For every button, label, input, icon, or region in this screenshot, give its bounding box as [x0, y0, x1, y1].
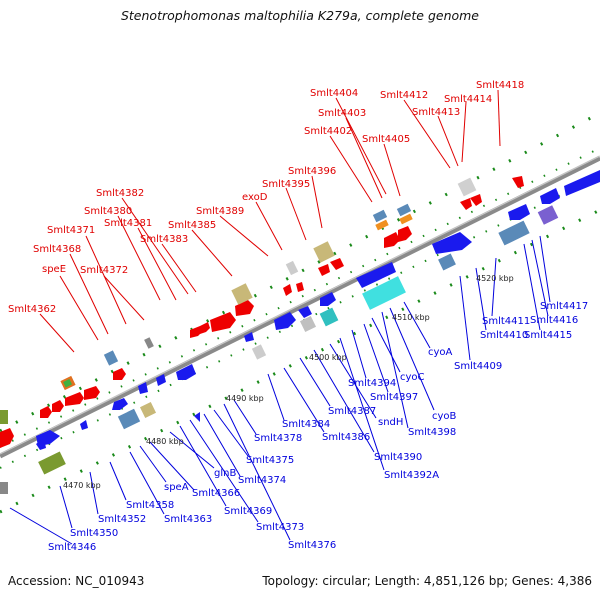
gene-label: Smlt4374	[238, 475, 286, 486]
gene-label: Smlt4386	[322, 432, 370, 443]
scale-label: 4500 kbp	[309, 353, 347, 362]
gene-label: Smlt4411	[482, 316, 530, 327]
gene-label: Smlt4409	[454, 361, 502, 372]
gene-label: speE	[42, 264, 66, 275]
gene-label: Smlt4382	[96, 188, 144, 199]
genome-backbone	[0, 155, 600, 459]
gene-label: Smlt4368	[33, 244, 81, 255]
gene-label: Smlt4384	[282, 419, 330, 430]
gene-label: Smlt4390	[374, 452, 422, 463]
gene-label: exoD	[242, 192, 268, 203]
scale-label: 4490 kbp	[226, 394, 264, 403]
gene-label: cyoC	[400, 372, 425, 383]
reverse-strand-misc-features	[0, 205, 559, 494]
gene-label: cyoA	[428, 347, 453, 358]
gene-label: Smlt4358	[126, 500, 174, 511]
gene-label: Smlt4376	[288, 540, 336, 551]
tick-row-outer-reverse	[0, 208, 600, 514]
gene-label: Smlt4375	[246, 455, 294, 466]
forward-strand-misc-features	[60, 177, 477, 391]
gene-label: Smlt4412	[380, 90, 428, 101]
accession-text: Accession: NC_010943	[8, 574, 145, 588]
gene-label: Smlt4369	[224, 506, 272, 517]
genome-backbone-highlight	[0, 155, 600, 455]
gene-label: Smlt4385	[168, 220, 216, 231]
gene-label: Smlt4418	[476, 80, 524, 91]
reverse-gene-labels: Smlt4346 Smlt4350 Smlt4352 Smlt4358 Smlt…	[48, 301, 588, 553]
gene-label: Smlt4381	[104, 218, 152, 229]
figure-title: Stenotrophomonas maltophilia K279a, comp…	[120, 8, 480, 23]
gene-label: Smlt4380	[84, 206, 132, 217]
gene-label: Smlt4410	[480, 330, 528, 341]
scale-label: 4510 kbp	[392, 313, 430, 322]
gene-label: Smlt4413	[412, 107, 460, 118]
gene-label: Smlt4383	[140, 234, 188, 245]
scale-label: 4520 kbp	[476, 274, 514, 283]
gene-label: Smlt4394	[348, 378, 396, 389]
gene-label: cyoB	[432, 411, 457, 422]
gene-label: Smlt4362	[8, 304, 56, 315]
forward-strand-features	[0, 176, 524, 448]
forward-leader-lines	[39, 89, 501, 353]
gene-label: Smlt4402	[304, 126, 352, 137]
gene-label: Smlt4366	[192, 488, 240, 499]
scale-label: 4480 kbp	[146, 437, 184, 446]
gene-label: Smlt4404	[310, 88, 358, 99]
gene-label: Smlt4398	[408, 427, 456, 438]
tick-row-inner-forward	[0, 147, 600, 448]
gene-label: Smlt4416	[530, 315, 578, 326]
gene-label: Smlt4397	[370, 392, 418, 403]
gene-label: Smlt4414	[444, 94, 492, 105]
gene-label: Smlt4373	[256, 522, 304, 533]
scale-label: 4470 kbp	[63, 481, 101, 490]
gene-label: Smlt4392A	[384, 470, 439, 481]
gene-label: Smlt4415	[524, 330, 572, 341]
forward-gene-labels: Smlt4362 speE Smlt4368 Smlt4371 Smlt4372…	[8, 80, 524, 315]
gene-label: Smlt4372	[80, 265, 128, 276]
gene-label: Smlt4387	[328, 406, 376, 417]
gene-label: glnB	[214, 468, 236, 479]
gene-label: Smlt4350	[70, 528, 118, 539]
gene-label: Smlt4396	[288, 166, 336, 177]
gene-label: Smlt4371	[47, 225, 95, 236]
gene-label: Smlt4363	[164, 514, 212, 525]
gene-label: Smlt4417	[540, 301, 588, 312]
gene-label: Smlt4389	[196, 206, 244, 217]
gene-label: Smlt4378	[254, 433, 302, 444]
gene-label: Smlt4346	[48, 542, 96, 553]
gene-label: Smlt4403	[318, 108, 366, 119]
gene-label: sndH	[378, 417, 403, 428]
gene-label: Smlt4405	[362, 134, 410, 145]
gene-label: Smlt4352	[98, 514, 146, 525]
gene-label: speA	[164, 482, 189, 493]
reverse-leader-lines	[9, 235, 551, 545]
scale-labels: 4470 kbp 4480 kbp 4490 kbp 4500 kbp 4510…	[63, 274, 514, 490]
gene-label: Smlt4395	[262, 179, 310, 190]
genome-stats-text: Topology: circular; Length: 4,851,126 bp…	[262, 574, 592, 588]
reverse-strand-features	[36, 170, 600, 450]
